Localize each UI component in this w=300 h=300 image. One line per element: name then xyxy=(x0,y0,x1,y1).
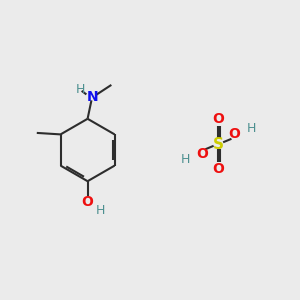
Text: O: O xyxy=(229,127,240,141)
Text: H: H xyxy=(180,153,190,166)
Text: H: H xyxy=(95,204,105,218)
Text: O: O xyxy=(82,195,94,209)
Text: N: N xyxy=(87,90,99,104)
Text: S: S xyxy=(213,136,224,152)
Text: O: O xyxy=(212,112,224,126)
Text: H: H xyxy=(247,122,256,135)
Text: O: O xyxy=(196,147,208,161)
Text: O: O xyxy=(212,162,224,176)
Text: H: H xyxy=(76,82,85,96)
